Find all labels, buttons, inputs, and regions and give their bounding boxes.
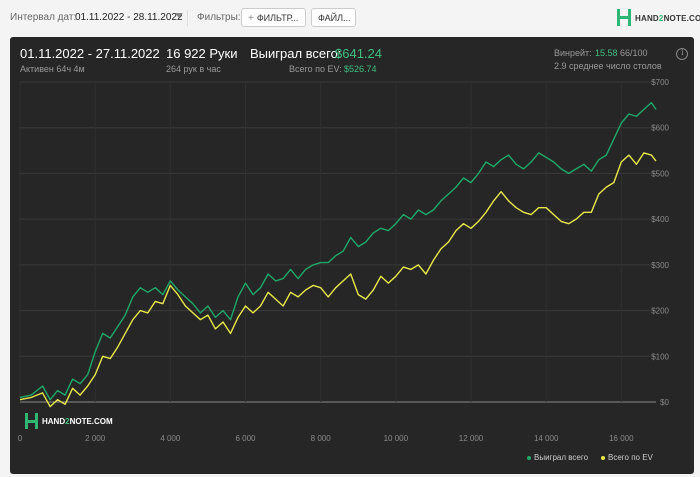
legend-ev[interactable]: Всего по EV (601, 453, 653, 462)
date-range-label: Интервал дат: (10, 12, 77, 23)
logo-text: HAND2NOTE.COM (635, 14, 700, 23)
winrate-extra: 66/100 (620, 48, 648, 58)
hand2note-watermark-icon (25, 413, 38, 429)
ev-total-line (19, 152, 657, 408)
legend-won-dot (527, 455, 531, 460)
won-total-value: $641.24 (335, 46, 382, 61)
active-time: Активен 64ч 4м (20, 64, 85, 74)
ev-total-label: Всего по EV: (289, 64, 342, 74)
graph-panel: 01.11.2022 - 27.11.2022 Активен 64ч 4м 1… (10, 37, 694, 474)
y-tick-label: $200 (651, 307, 669, 316)
file-button[interactable]: ФАЙЛ... (311, 8, 356, 27)
watermark-text: HAND2NOTE.COM (42, 417, 113, 426)
x-tick-label: 6 000 (235, 434, 256, 443)
winrate-label: Винрейт: (554, 48, 592, 58)
legend-ev-dot (601, 455, 605, 460)
filter-button[interactable]: + ФИЛЬТР... (241, 8, 306, 27)
avg-tables: 2.9 среднее число столов (554, 61, 662, 71)
legend-ev-label: Всего по EV (608, 453, 653, 462)
y-tick-label: $100 (651, 352, 669, 361)
x-tick-label: 4 000 (160, 434, 181, 443)
won-total-label: Выиграл всего: (250, 46, 342, 61)
y-tick-label: $700 (651, 78, 669, 87)
winrate-value: 15.58 (595, 48, 618, 58)
profit-graph: $0 $100 $200 $300 $400 $500 $600 $700 0 2 000 4 00… (18, 78, 670, 443)
legend-won-label: Выиграл всего (534, 453, 589, 462)
date-range-select[interactable]: 01.11.2022 - 28.11.2022 (75, 12, 183, 23)
x-tick-label: 10 000 (384, 434, 409, 443)
chevron-down-icon[interactable] (175, 13, 183, 18)
hand2note-logo-icon (617, 9, 631, 26)
period-title: 01.11.2022 - 27.11.2022 (20, 46, 160, 61)
x-tick-label: 16 000 (609, 434, 634, 443)
y-tick-label: $600 (651, 124, 669, 133)
info-icon[interactable] (676, 48, 688, 60)
legend-won[interactable]: Выиграл всего (527, 453, 588, 462)
x-tick-label: 8 000 (311, 434, 332, 443)
top-toolbar: Интервал дат: 01.11.2022 - 28.11.2022 Фи… (0, 0, 700, 36)
hands-count: 16 922 Руки (166, 46, 238, 61)
hands-rate: 264 рук в час (166, 64, 221, 74)
x-tick-label: 0 (18, 434, 23, 443)
plus-icon: + (248, 13, 254, 24)
toolbar-divider (187, 10, 188, 26)
x-tick-label: 2 000 (85, 434, 106, 443)
x-tick-label: 12 000 (459, 434, 484, 443)
filters-label: Фильтры: (197, 12, 241, 23)
hand2note-logo: HAND2NOTE.COM (617, 9, 700, 27)
won-total-line (19, 101, 657, 401)
y-tick-label: $0 (660, 398, 669, 407)
x-tick-label: 14 000 (534, 434, 559, 443)
y-tick-label: $300 (651, 261, 669, 270)
filter-button-label: ФИЛЬТР... (256, 13, 299, 23)
file-button-label: ФАЙЛ... (318, 13, 351, 23)
y-tick-label: $400 (651, 215, 669, 224)
ev-total-value: $526.74 (344, 64, 377, 74)
y-tick-label: $500 (651, 169, 669, 178)
